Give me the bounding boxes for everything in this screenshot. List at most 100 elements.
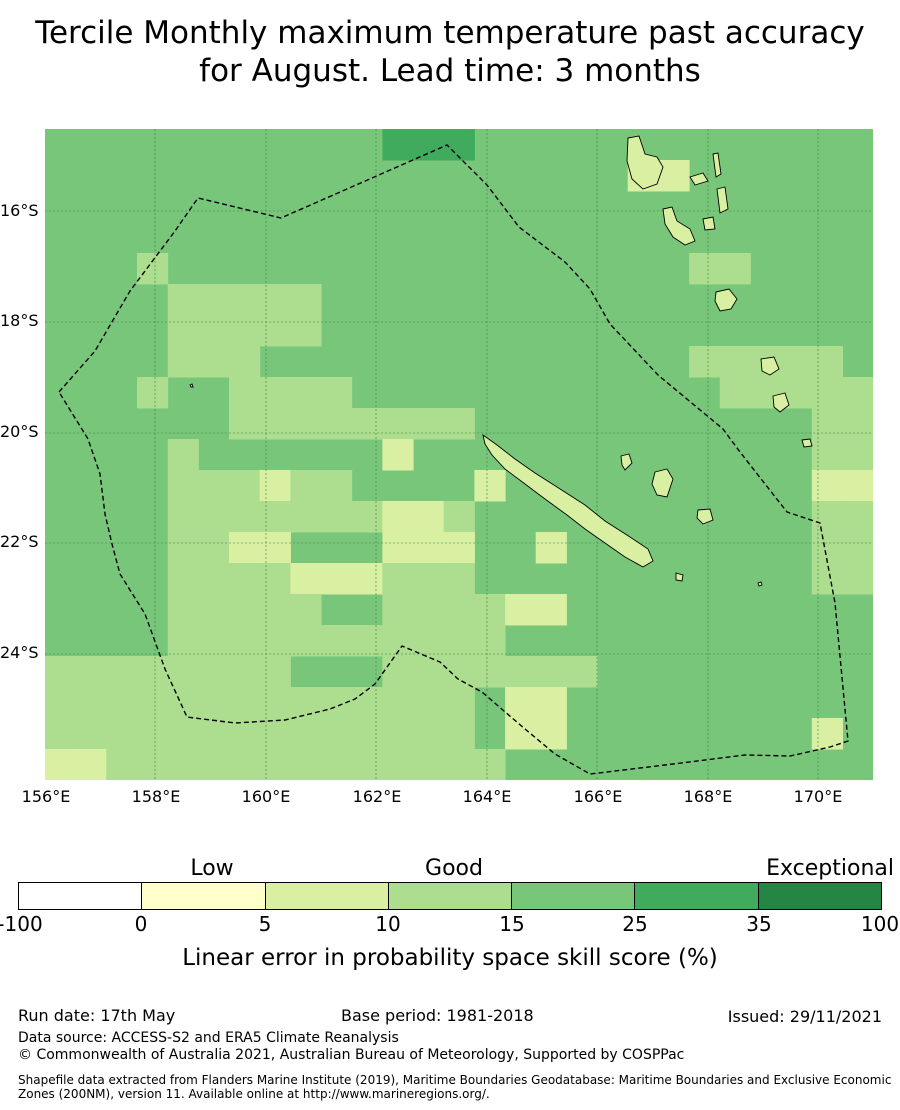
skill-cell xyxy=(198,687,230,719)
skill-cell xyxy=(290,501,322,533)
colorbar-segment-2 xyxy=(142,883,266,909)
map-svg xyxy=(45,129,873,780)
skill-cell xyxy=(351,749,383,780)
skill-cell xyxy=(137,253,169,285)
skill-cell xyxy=(658,160,690,192)
skill-cell xyxy=(229,408,261,440)
skill-cell xyxy=(535,718,567,750)
colorbar-segment-5 xyxy=(512,883,636,909)
lat-label-16s: 16°S xyxy=(0,201,39,220)
skill-cell xyxy=(198,656,230,688)
efate-coastline xyxy=(714,288,738,312)
skill-cell xyxy=(443,656,475,688)
skill-cell xyxy=(167,718,199,750)
skill-cell xyxy=(443,501,475,533)
skill-cell xyxy=(321,470,353,502)
skill-cell xyxy=(382,656,414,688)
skill-cell xyxy=(167,439,199,471)
skill-cell xyxy=(45,687,77,719)
skill-cell xyxy=(290,563,322,595)
skill-cell xyxy=(198,594,230,626)
skill-map xyxy=(45,129,873,780)
skill-cell xyxy=(75,656,107,688)
skill-cell xyxy=(811,408,843,440)
skill-cell xyxy=(689,346,721,378)
skill-cell xyxy=(351,718,383,750)
skill-cell xyxy=(167,501,199,533)
lifou-coastline xyxy=(651,468,674,498)
skill-cell xyxy=(75,687,107,719)
skill-cell xyxy=(229,687,261,719)
skill-cell xyxy=(106,656,138,688)
colorbar-segment-7 xyxy=(758,883,881,909)
skill-cell xyxy=(259,532,291,564)
skill-cell xyxy=(259,501,291,533)
skill-cell xyxy=(351,408,383,440)
skill-cell xyxy=(535,656,567,688)
skill-cell xyxy=(443,563,475,595)
skill-cell xyxy=(535,687,567,719)
skill-cell xyxy=(290,625,322,657)
skill-cell xyxy=(229,594,261,626)
ambae-coastline xyxy=(689,172,709,186)
skill-cell xyxy=(474,656,506,688)
mare-coastline xyxy=(696,508,714,525)
skill-cell xyxy=(321,563,353,595)
skill-cell xyxy=(106,749,138,780)
skill-cell xyxy=(413,594,445,626)
islands xyxy=(189,135,813,587)
skill-cell xyxy=(505,718,537,750)
lon-label-156e: 156°E xyxy=(21,787,71,806)
skill-cell xyxy=(351,625,383,657)
skill-cell xyxy=(259,749,291,780)
skill-cell xyxy=(167,687,199,719)
skill-cell xyxy=(167,656,199,688)
skill-cell xyxy=(505,687,537,719)
skill-cell xyxy=(229,377,261,409)
skill-cell xyxy=(137,377,169,409)
category-low: Low xyxy=(190,856,234,881)
skill-cell xyxy=(842,377,873,409)
skill-cell xyxy=(382,439,414,471)
skill-cell xyxy=(259,377,291,409)
skill-cell xyxy=(351,563,383,595)
skill-cell xyxy=(167,346,199,378)
skill-cell xyxy=(505,656,537,688)
skill-cell xyxy=(443,687,475,719)
skill-cell xyxy=(413,408,445,440)
colorbar-caption: Linear error in probability space skill … xyxy=(182,945,718,971)
skill-cell xyxy=(198,501,230,533)
skill-cell xyxy=(198,532,230,564)
chesterfield-islet xyxy=(189,383,194,388)
skill-cell xyxy=(229,656,261,688)
skill-cell xyxy=(321,408,353,440)
skill-cell xyxy=(689,253,721,285)
skill-cell xyxy=(382,129,414,161)
skill-cell xyxy=(811,563,843,595)
skill-cell xyxy=(137,656,169,688)
colorbar xyxy=(18,882,882,910)
skill-cell xyxy=(259,408,291,440)
issued-date: Issued: 29/11/2021 xyxy=(727,1007,882,1026)
colorbar-tick: -100 xyxy=(0,912,43,936)
ouvea-coastline xyxy=(620,453,633,471)
skill-cell xyxy=(382,594,414,626)
graticule xyxy=(45,129,873,780)
skill-cell xyxy=(443,594,475,626)
colorbar-tick: 0 xyxy=(134,912,148,936)
skill-cell xyxy=(198,470,230,502)
skill-cell xyxy=(229,315,261,347)
skill-cell xyxy=(321,625,353,657)
skill-cell xyxy=(290,718,322,750)
skill-cell xyxy=(474,594,506,626)
lon-label-162e: 162°E xyxy=(352,787,402,806)
colorbar-segment-3 xyxy=(265,883,389,909)
colorbar-tick: 100 xyxy=(860,912,900,936)
skill-cell xyxy=(382,408,414,440)
map-title: Tercile Monthly maximum temperature past… xyxy=(0,14,900,90)
skill-cell xyxy=(443,749,475,780)
skill-cell xyxy=(137,718,169,750)
new-caledonia-coastline xyxy=(482,433,654,568)
skill-cell xyxy=(443,129,475,161)
skill-cell xyxy=(259,656,291,688)
